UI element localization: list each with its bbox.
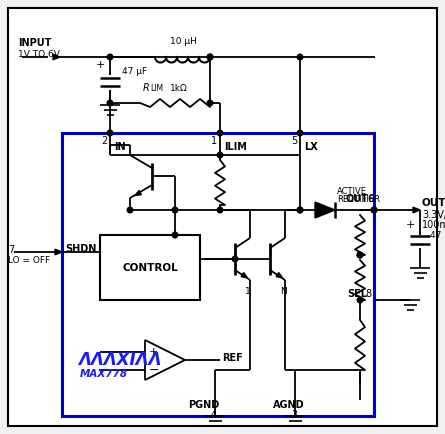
Circle shape bbox=[297, 207, 303, 213]
Text: INPUT: INPUT bbox=[18, 38, 51, 48]
Circle shape bbox=[127, 207, 133, 213]
Circle shape bbox=[357, 252, 363, 258]
Polygon shape bbox=[55, 249, 62, 255]
Polygon shape bbox=[413, 207, 420, 213]
Text: REF: REF bbox=[222, 353, 243, 363]
Polygon shape bbox=[241, 273, 247, 278]
Text: 1V TO 6V: 1V TO 6V bbox=[18, 50, 60, 59]
Text: +: + bbox=[405, 220, 415, 230]
Text: 7: 7 bbox=[8, 245, 14, 255]
Circle shape bbox=[107, 130, 113, 136]
Circle shape bbox=[107, 54, 113, 60]
Circle shape bbox=[357, 252, 363, 258]
Text: SEL: SEL bbox=[347, 289, 367, 299]
Text: 1kΩ: 1kΩ bbox=[170, 84, 188, 93]
Text: OUTPUT: OUTPUT bbox=[422, 198, 445, 208]
Text: 8: 8 bbox=[365, 289, 371, 299]
Text: R: R bbox=[143, 83, 150, 93]
Text: 1: 1 bbox=[245, 287, 251, 296]
Circle shape bbox=[297, 130, 303, 136]
Polygon shape bbox=[315, 202, 335, 218]
Text: AGND: AGND bbox=[273, 400, 305, 410]
Text: 6: 6 bbox=[367, 194, 373, 204]
Text: 47 μF: 47 μF bbox=[122, 68, 147, 76]
Polygon shape bbox=[53, 54, 60, 60]
Circle shape bbox=[207, 54, 213, 60]
Text: ΛΛΛΧΙΛΛ: ΛΛΛΧΙΛΛ bbox=[78, 351, 162, 369]
Polygon shape bbox=[135, 191, 142, 195]
Circle shape bbox=[172, 207, 178, 213]
Text: 1: 1 bbox=[211, 136, 217, 146]
Text: −: − bbox=[149, 364, 159, 377]
Text: 3: 3 bbox=[291, 410, 297, 420]
Text: 2: 2 bbox=[101, 136, 107, 146]
Text: SHDN: SHDN bbox=[65, 244, 97, 254]
Circle shape bbox=[357, 297, 363, 303]
Text: 100mA: 100mA bbox=[422, 220, 445, 230]
Text: LX: LX bbox=[304, 142, 318, 152]
Circle shape bbox=[297, 207, 303, 213]
Text: CONTROL: CONTROL bbox=[122, 263, 178, 273]
Text: N: N bbox=[280, 287, 287, 296]
Text: OUT: OUT bbox=[345, 194, 368, 204]
Circle shape bbox=[207, 54, 213, 60]
Circle shape bbox=[107, 100, 113, 106]
Text: ACTIVE: ACTIVE bbox=[337, 187, 367, 196]
Circle shape bbox=[207, 100, 213, 106]
Text: 3.3V/: 3.3V/ bbox=[422, 210, 445, 220]
Bar bbox=[100, 235, 200, 300]
Text: LO = OFF: LO = OFF bbox=[8, 256, 50, 265]
Text: PGND: PGND bbox=[188, 400, 219, 410]
Circle shape bbox=[297, 54, 303, 60]
Text: LIM: LIM bbox=[150, 84, 163, 93]
Text: 4: 4 bbox=[211, 410, 217, 420]
Text: IN: IN bbox=[114, 142, 125, 152]
Circle shape bbox=[217, 130, 223, 136]
Text: MAX778: MAX778 bbox=[80, 369, 128, 379]
Text: +: + bbox=[95, 60, 105, 70]
Circle shape bbox=[232, 256, 238, 262]
Circle shape bbox=[371, 207, 377, 213]
Text: 47 μF: 47 μF bbox=[430, 230, 445, 240]
Circle shape bbox=[217, 152, 223, 158]
Circle shape bbox=[217, 207, 223, 213]
Text: ILIM: ILIM bbox=[224, 142, 247, 152]
Text: 5: 5 bbox=[291, 136, 297, 146]
Text: +: + bbox=[149, 347, 158, 357]
Bar bbox=[62, 133, 374, 416]
Circle shape bbox=[172, 232, 178, 238]
Text: RECTIFIER: RECTIFIER bbox=[337, 195, 380, 204]
Polygon shape bbox=[276, 273, 283, 278]
Text: 10 μH: 10 μH bbox=[170, 37, 196, 46]
Circle shape bbox=[371, 207, 377, 213]
